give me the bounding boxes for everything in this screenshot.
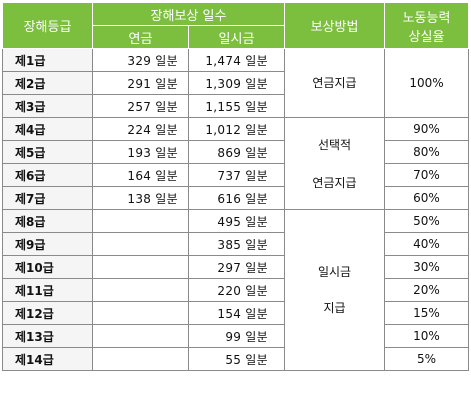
lump-sum-days-cell: 737 일분 <box>188 163 285 187</box>
pension-days-cell: 291 일분 <box>92 71 189 95</box>
loss-rate-cell: 5% <box>384 347 469 371</box>
header-loss-rate-line2: 상실율 <box>408 29 445 45</box>
pension-days-cell: 138 일분 <box>92 186 189 210</box>
lump-sum-days-cell: 154 일분 <box>188 301 285 325</box>
lump-sum-days-cell: 55 일분 <box>188 347 285 371</box>
header-grade: 장해등급 <box>2 2 93 49</box>
grade-cell: 제9급 <box>2 232 93 256</box>
lump-sum-days-cell: 297 일분 <box>188 255 285 279</box>
table-row: 제13급 99 일분 10% <box>2 324 469 348</box>
pension-days-cell: 329 일분 <box>92 48 189 72</box>
loss-rate-cell: 60% <box>384 186 469 210</box>
grade-cell: 제4급 <box>2 117 93 141</box>
lump-sum-days-cell: 385 일분 <box>188 232 285 256</box>
grade-cell: 제6급 <box>2 163 93 187</box>
header-pension: 연금 <box>92 25 189 49</box>
pension-days-cell: 164 일분 <box>92 163 189 187</box>
grade-cell: 제13급 <box>2 324 93 348</box>
grade-cell: 제1급 <box>2 48 93 72</box>
loss-rate-cell: 80% <box>384 140 469 164</box>
lump-sum-days-cell: 1,155 일분 <box>188 94 285 118</box>
header-method: 보상방법 <box>284 2 385 49</box>
method-lump-line1: 일시금 <box>317 265 352 279</box>
grade-cell: 제14급 <box>2 347 93 371</box>
lump-sum-days-cell: 99 일분 <box>188 324 285 348</box>
loss-rate-cell: 50% <box>384 209 469 233</box>
method-lump-line2: 지급 <box>323 301 346 315</box>
table-row: 제5급 193 일분 869 일분 80% <box>2 140 469 164</box>
loss-rate-cell: 70% <box>384 163 469 187</box>
lump-sum-days-cell: 1,474 일분 <box>188 48 285 72</box>
pension-days-cell <box>92 255 189 279</box>
grade-cell: 제3급 <box>2 94 93 118</box>
disability-compensation-table: 장해등급 장해보상 일수 보상방법 노동능력 상실율 연금 일시금 제1급 32… <box>2 2 469 371</box>
table-row: 제4급 224 일분 1,012 일분 선택적 연금지급 90% <box>2 117 469 210</box>
pension-days-cell <box>92 209 189 233</box>
pension-days-cell: 193 일분 <box>92 140 189 164</box>
loss-rate-cell: 20% <box>384 278 469 302</box>
lump-sum-days-cell: 869 일분 <box>188 140 285 164</box>
grade-cell: 제10급 <box>2 255 93 279</box>
lump-sum-days-cell: 495 일분 <box>188 209 285 233</box>
header-loss-rate-line1: 노동능력 <box>402 10 451 26</box>
grade-cell: 제5급 <box>2 140 93 164</box>
loss-rate-cell: 40% <box>384 232 469 256</box>
loss-rate-cell: 90% <box>384 117 469 141</box>
loss-rate-cell: 10% <box>384 324 469 348</box>
pension-days-cell <box>92 301 189 325</box>
table-row: 제14급 55 일분 5% <box>2 347 469 371</box>
header-loss-rate: 노동능력 상실율 <box>384 2 469 49</box>
lump-sum-days-cell: 1,012 일분 <box>188 117 285 141</box>
lump-sum-days-cell: 220 일분 <box>188 278 285 302</box>
method-cell-pension: 연금지급 <box>284 48 385 118</box>
loss-rate-cell: 100% <box>384 48 469 118</box>
method-optional-line2: 연금지급 <box>312 175 357 190</box>
pension-days-cell <box>92 347 189 371</box>
header-lump-sum: 일시금 <box>188 25 285 49</box>
table-row: 제2급 291 일분 1,309 일분 <box>2 71 469 95</box>
table-row: 제10급 297 일분 30% <box>2 255 469 279</box>
grade-cell: 제11급 <box>2 278 93 302</box>
table-row: 제8급 495 일분 일시금 지급 50% <box>2 209 469 371</box>
grade-cell: 제7급 <box>2 186 93 210</box>
pension-days-cell <box>92 324 189 348</box>
pension-days-cell: 224 일분 <box>92 117 189 141</box>
method-optional-line1: 선택적 <box>317 137 352 152</box>
table-row: 제1급 329 일분 1,474 일분 연금지급 100% <box>2 48 469 118</box>
table-row: 제6급 164 일분 737 일분 70% <box>2 163 469 187</box>
table-row: 제3급 257 일분 1,155 일분 <box>2 94 469 118</box>
pension-days-cell: 257 일분 <box>92 94 189 118</box>
grade-cell: 제12급 <box>2 301 93 325</box>
method-cell-lump-sum: 일시금 지급 <box>284 209 385 371</box>
lump-sum-days-cell: 616 일분 <box>188 186 285 210</box>
grade-cell: 제8급 <box>2 209 93 233</box>
lump-sum-days-cell: 1,309 일분 <box>188 71 285 95</box>
method-cell-optional-pension: 선택적 연금지급 <box>284 117 385 210</box>
table-row: 제12급 154 일분 15% <box>2 301 469 325</box>
table-row: 제7급 138 일분 616 일분 60% <box>2 186 469 210</box>
table-row: 제11급 220 일분 20% <box>2 278 469 302</box>
grade-cell: 제2급 <box>2 71 93 95</box>
pension-days-cell <box>92 278 189 302</box>
loss-rate-cell: 30% <box>384 255 469 279</box>
pension-days-cell <box>92 232 189 256</box>
loss-rate-cell: 15% <box>384 301 469 325</box>
table-row: 제9급 385 일분 40% <box>2 232 469 256</box>
header-compensation-days: 장해보상 일수 <box>92 2 285 26</box>
